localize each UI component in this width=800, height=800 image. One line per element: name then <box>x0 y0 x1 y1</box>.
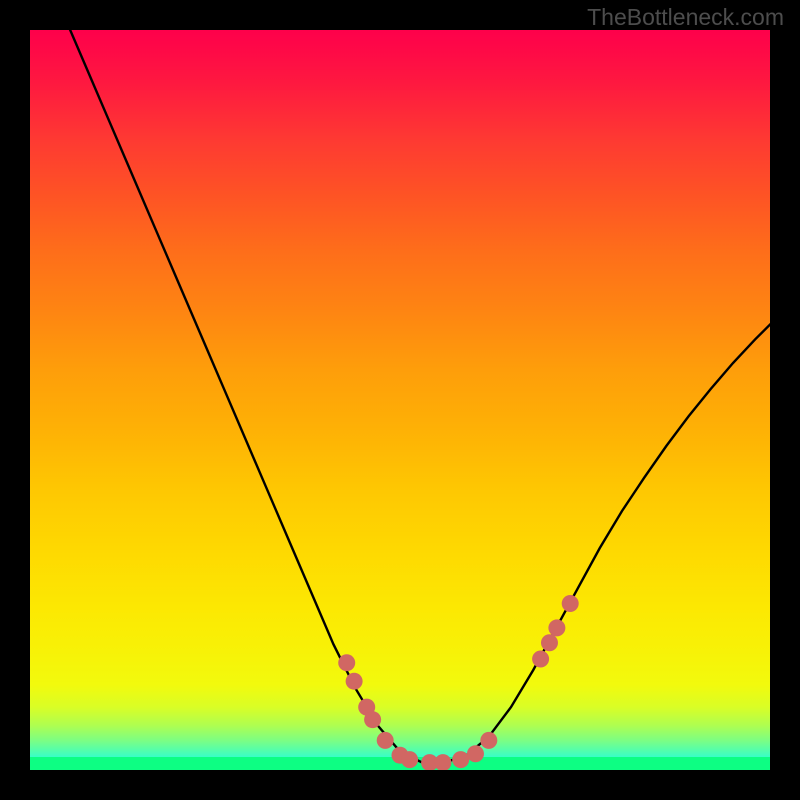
plot-background-gradient <box>30 30 770 770</box>
marker-dot <box>434 754 451 771</box>
attribution-label: TheBottleneck.com <box>587 4 784 31</box>
marker-dot <box>364 711 381 728</box>
marker-dot <box>452 751 469 768</box>
chart-stage: TheBottleneck.com <box>0 0 800 800</box>
marker-dot <box>480 732 497 749</box>
marker-dot <box>401 751 418 768</box>
marker-dot <box>377 732 394 749</box>
marker-dot <box>338 654 355 671</box>
marker-dot <box>541 634 558 651</box>
marker-dot <box>532 651 549 668</box>
marker-dot <box>548 619 565 636</box>
marker-dot <box>346 673 363 690</box>
marker-dot <box>562 595 579 612</box>
bottleneck-curve-chart <box>0 0 800 800</box>
marker-dot <box>467 745 484 762</box>
